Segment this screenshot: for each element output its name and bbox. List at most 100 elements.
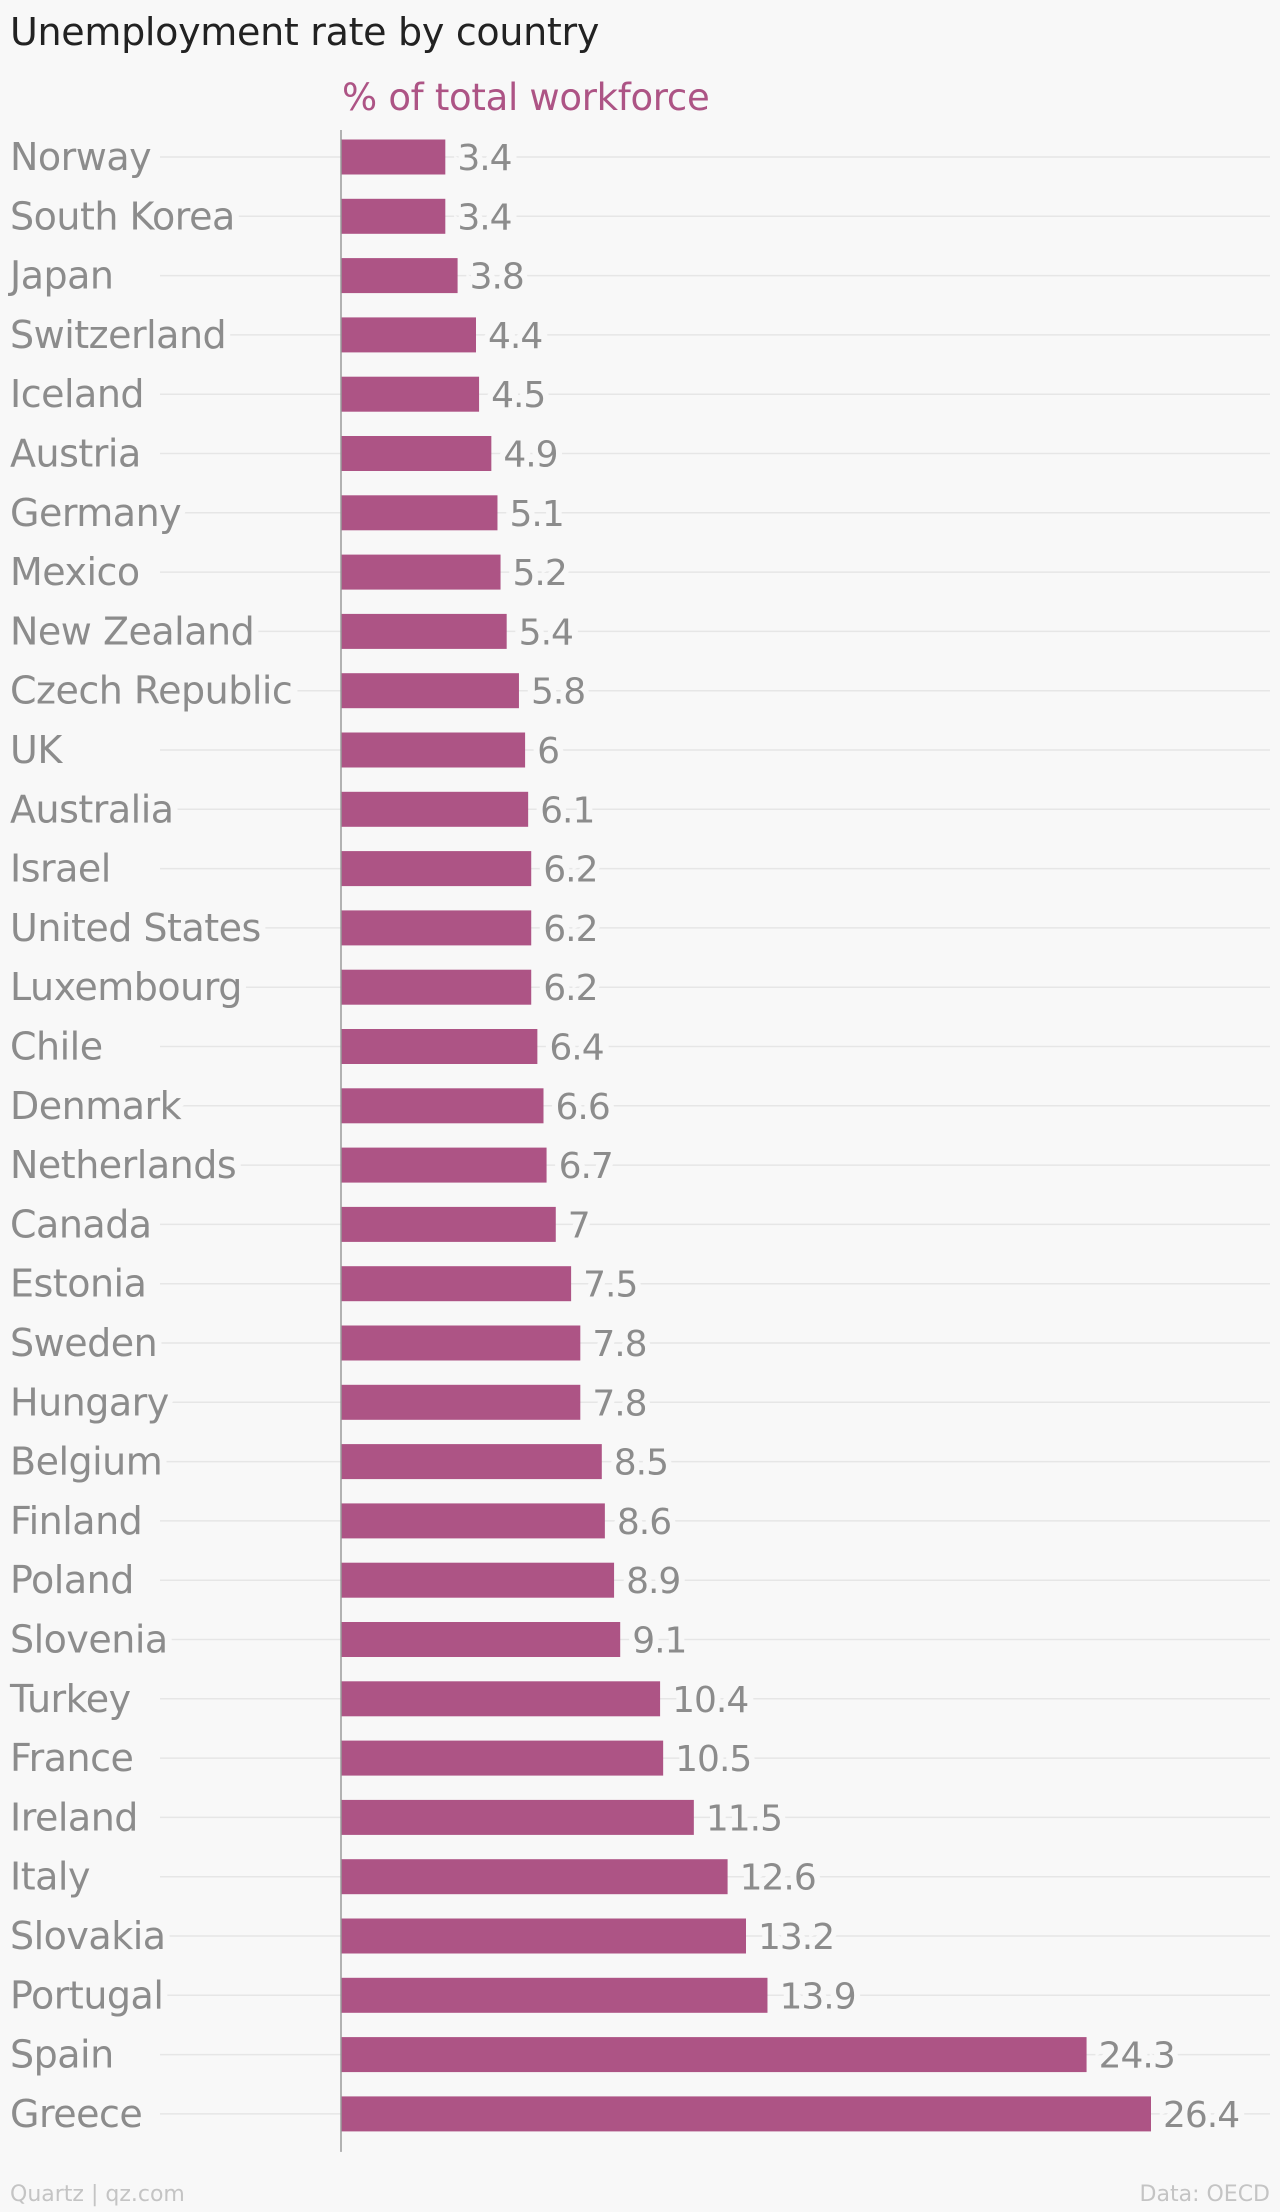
bar xyxy=(341,495,498,531)
bar xyxy=(341,732,526,768)
bar xyxy=(341,1325,581,1361)
category-label: Denmark xyxy=(10,1084,182,1128)
bar xyxy=(341,1681,661,1717)
bar xyxy=(341,436,492,471)
category-label: Slovenia xyxy=(10,1618,168,1662)
category-label: France xyxy=(10,1736,133,1780)
value-labels: 3.4 3.4 3.8 4.4 4.5 4.9 5.1 5.2 5.4 5.8 6 6.1 6.2 6.2… xyxy=(451,132,1246,2142)
value-label: 7.8 xyxy=(592,1324,646,1365)
bar xyxy=(341,554,501,590)
category-label: Norway xyxy=(10,135,151,179)
bar xyxy=(341,2037,1087,2073)
value-label: 13.9 xyxy=(779,1976,855,2017)
category-label: Canada xyxy=(10,1202,152,1246)
value-label: 13.2 xyxy=(758,1917,834,1958)
category-label: South Korea xyxy=(10,194,235,238)
bar xyxy=(341,1206,556,1242)
bar xyxy=(341,139,446,175)
category-label: New Zealand xyxy=(10,609,254,653)
category-label: Slovakia xyxy=(10,1914,166,1958)
bar xyxy=(341,1977,768,2013)
value-label: 6 xyxy=(537,731,559,772)
category-label: Hungary xyxy=(10,1380,169,1424)
bar xyxy=(341,1029,538,1064)
value-label: 26.4 xyxy=(1163,2095,1239,2136)
bar xyxy=(341,1503,605,1539)
value-label: 6.1 xyxy=(540,790,594,831)
category-label: Belgium xyxy=(10,1440,162,1484)
bar xyxy=(341,1740,664,1776)
value-label: 6.6 xyxy=(556,1087,610,1128)
category-label: Turkey xyxy=(9,1677,131,1721)
category-labels: Norway South Korea Japan Switzerland Iceland… xyxy=(1,128,300,2143)
value-label: 6.2 xyxy=(543,850,597,891)
category-label: Italy xyxy=(10,1855,90,1899)
bar xyxy=(341,317,476,353)
category-label: Chile xyxy=(10,1025,103,1069)
value-label: 7.8 xyxy=(592,1383,646,1424)
category-label: Greece xyxy=(10,2092,142,2136)
category-label: Israel xyxy=(10,847,111,891)
value-label: 3.8 xyxy=(470,257,524,298)
category-label: Spain xyxy=(10,2033,114,2077)
value-label: 5.2 xyxy=(513,553,567,594)
value-label: 4.4 xyxy=(488,316,542,357)
value-label: 4.5 xyxy=(491,375,545,416)
value-label: 5.4 xyxy=(519,612,573,653)
category-label: Czech Republic xyxy=(10,669,292,713)
category-label: Mexico xyxy=(10,550,140,594)
bar xyxy=(341,1266,572,1302)
value-label: 3.4 xyxy=(457,138,511,179)
value-label: 10.4 xyxy=(672,1680,748,1721)
category-label: Netherlands xyxy=(10,1143,236,1187)
value-label: 9.1 xyxy=(632,1621,686,1662)
category-label: Ireland xyxy=(10,1795,138,1839)
value-label: 8.5 xyxy=(614,1443,668,1484)
value-label: 7.5 xyxy=(583,1265,637,1306)
value-label: 5.8 xyxy=(531,672,585,713)
bar xyxy=(341,258,458,294)
bar xyxy=(341,1859,728,1895)
bar xyxy=(341,910,532,946)
category-label: Sweden xyxy=(10,1321,157,1365)
category-label: Germany xyxy=(10,491,181,535)
bar xyxy=(341,791,529,827)
bar xyxy=(341,1147,547,1183)
bar xyxy=(341,198,446,234)
category-label: Austria xyxy=(10,432,141,476)
category-label: Japan xyxy=(8,254,113,298)
category-label: United States xyxy=(10,906,261,950)
category-label: UK xyxy=(10,728,63,772)
value-label: 7 xyxy=(568,1205,590,1246)
category-label: Finland xyxy=(10,1499,142,1543)
value-label: 8.6 xyxy=(617,1502,671,1543)
chart-subtitle: % of total workforce xyxy=(342,76,710,119)
bar xyxy=(341,376,480,412)
bar xyxy=(341,1562,615,1598)
value-label: 6.7 xyxy=(559,1146,613,1187)
bar xyxy=(341,969,532,1005)
footer-source: Data: OECD xyxy=(1139,2182,1270,2207)
bar xyxy=(341,1444,602,1480)
value-label: 24.3 xyxy=(1099,2036,1175,2077)
category-label: Switzerland xyxy=(10,313,226,357)
bar xyxy=(341,1622,621,1657)
category-label: Poland xyxy=(10,1558,134,1602)
value-label: 11.5 xyxy=(706,1798,782,1839)
bar xyxy=(341,1384,581,1420)
category-label: Luxembourg xyxy=(10,965,242,1009)
bar xyxy=(341,851,532,887)
category-label: Portugal xyxy=(10,1973,163,2017)
value-label: 10.5 xyxy=(675,1739,751,1780)
footer-credit: Quartz | qz.com xyxy=(10,2182,185,2207)
value-label: 12.6 xyxy=(740,1858,816,1899)
category-label: Australia xyxy=(10,787,174,831)
value-label: 8.9 xyxy=(626,1561,680,1602)
value-label: 6.4 xyxy=(549,1028,603,1069)
bar xyxy=(341,613,507,649)
value-label: 6.2 xyxy=(543,968,597,1009)
bar xyxy=(341,673,519,709)
bar xyxy=(341,2096,1151,2132)
category-label: Iceland xyxy=(10,372,144,416)
